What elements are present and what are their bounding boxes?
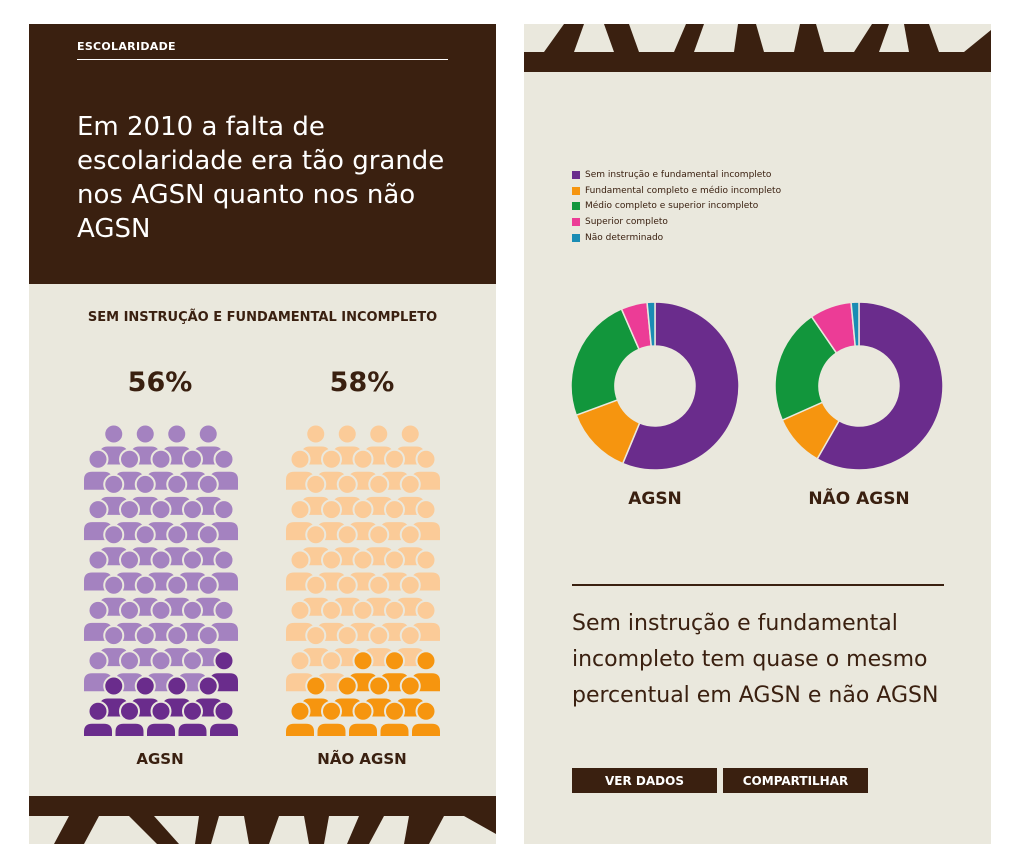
percent-nao-agsn: 58%	[329, 367, 395, 398]
divider	[572, 584, 944, 586]
header-block: ESCOLARIDADE Em 2010 a falta de escolari…	[29, 24, 496, 284]
person-icon	[284, 700, 316, 736]
conclusion-text: Sem instrução e fundamental incompleto t…	[572, 611, 939, 708]
person-icon	[347, 700, 379, 736]
person-icon	[145, 700, 177, 736]
donut-chart-nao-agsn	[774, 301, 944, 471]
person-icon	[113, 700, 146, 736]
legend-swatch	[572, 202, 580, 211]
headline: Em 2010 a falta de escolaridade era tão …	[77, 112, 445, 244]
person-icon	[315, 700, 348, 736]
donut-slice	[850, 301, 860, 347]
percent-agsn: 56%	[127, 367, 193, 398]
donut-slice	[570, 307, 641, 417]
person-icon	[410, 700, 442, 736]
person-icon	[378, 700, 411, 736]
legend-label: Médio completo e superior incompleto	[585, 201, 759, 212]
pictogram-nao-agsn	[284, 424, 442, 736]
legend-swatch	[572, 233, 580, 242]
label-agsn: AGSN	[136, 750, 184, 768]
legend-item: Sem instrução e fundamental incompleto	[572, 167, 781, 183]
legend-label: Fundamental completo e médio incompleto	[585, 185, 782, 196]
header-divider	[77, 59, 448, 60]
donut-slice	[646, 301, 656, 347]
donut-slice	[774, 315, 838, 422]
decorative-stripes	[29, 796, 496, 844]
compartilhar-button[interactable]: COMPARTILHAR	[723, 768, 868, 793]
legend-label: Superior completo	[585, 216, 668, 227]
legend-item: Médio completo e superior incompleto	[572, 198, 781, 214]
legend-item: Superior completo	[572, 214, 781, 230]
legend-item: Não determinado	[572, 230, 781, 246]
person-icon	[208, 700, 240, 736]
right-panel: Sem instrução e fundamental incompleto F…	[524, 24, 991, 844]
legend-swatch	[572, 186, 580, 195]
left-panel: ESCOLARIDADE Em 2010 a falta de escolari…	[29, 24, 496, 844]
label-nao-agsn: NÃO AGSN	[317, 750, 407, 768]
section-label: ESCOLARIDADE	[77, 40, 176, 53]
person-icon	[82, 549, 114, 593]
donut-label-nao-agsn: NÃO AGSN	[808, 489, 910, 509]
person-icon	[176, 700, 209, 736]
donut-slice	[621, 301, 740, 471]
decorative-stripes	[524, 24, 991, 72]
legend-item: Fundamental completo e médio incompleto	[572, 183, 781, 199]
donut-chart-agsn	[570, 301, 740, 471]
person-icon	[82, 700, 114, 736]
legend-swatch	[572, 170, 580, 179]
legend-label: Não determinado	[585, 232, 664, 243]
ver-dados-button[interactable]: VER DADOS	[572, 768, 717, 793]
donut-label-agsn: AGSN	[628, 489, 682, 509]
donut-slice	[816, 301, 944, 471]
chart-subtitle: SEM INSTRUÇÃO E FUNDAMENTAL INCOMPLETO	[87, 310, 438, 325]
chart-legend: Sem instrução e fundamental incompleto F…	[572, 167, 781, 245]
legend-swatch	[572, 217, 580, 226]
pictogram-agsn	[82, 424, 240, 736]
legend-label: Sem instrução e fundamental incompleto	[585, 169, 772, 180]
